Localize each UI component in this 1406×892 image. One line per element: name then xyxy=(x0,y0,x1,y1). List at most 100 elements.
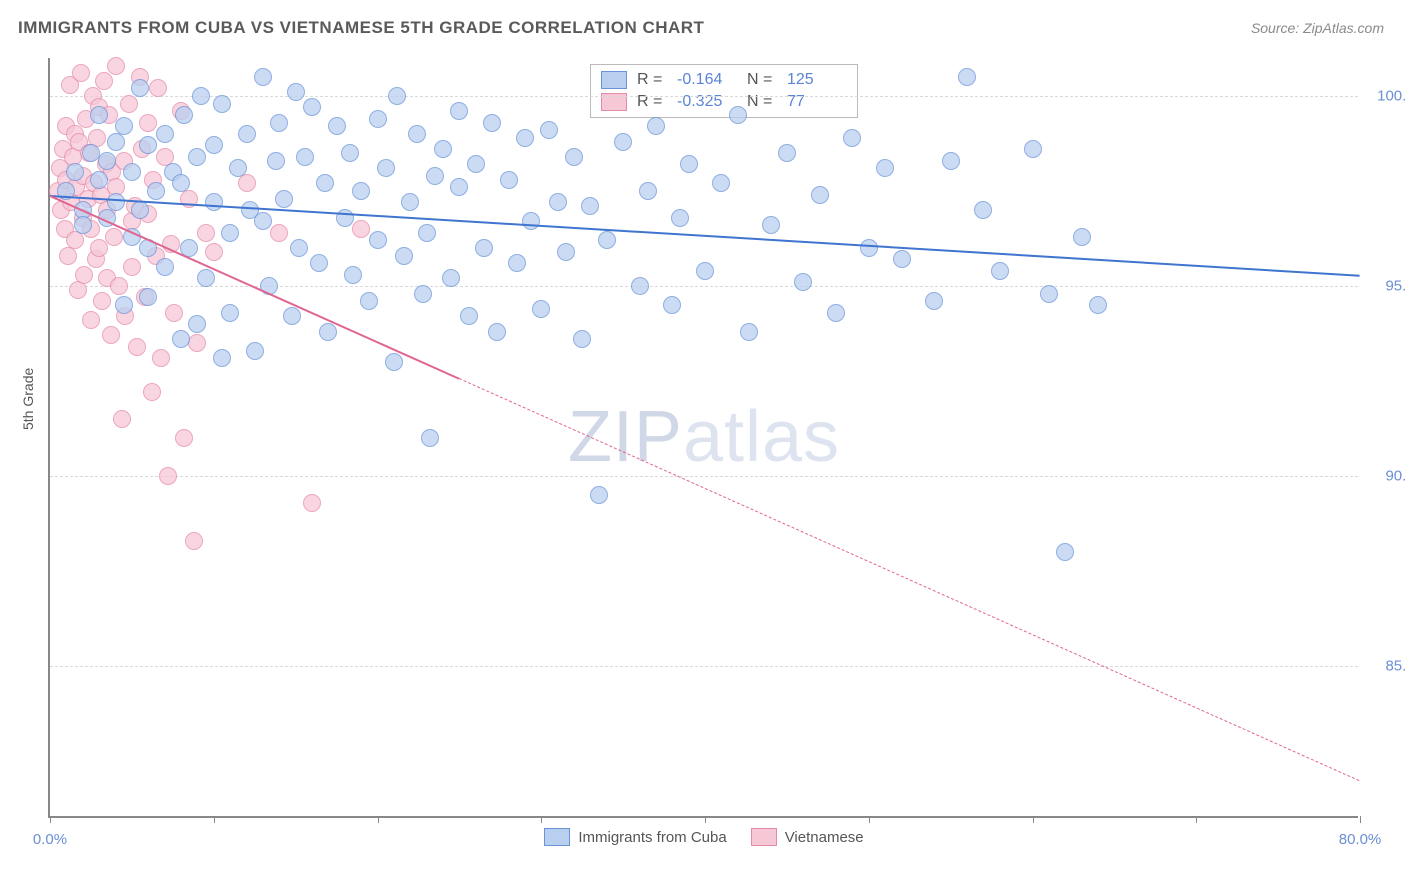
data-point xyxy=(647,117,665,135)
data-point xyxy=(175,429,193,447)
data-point xyxy=(341,144,359,162)
data-point xyxy=(290,239,308,257)
data-point xyxy=(105,228,123,246)
data-point xyxy=(385,353,403,371)
gridline-h xyxy=(50,286,1358,287)
data-point xyxy=(123,258,141,276)
data-point xyxy=(115,296,133,314)
data-point xyxy=(213,349,231,367)
data-point xyxy=(113,410,131,428)
data-point xyxy=(811,186,829,204)
data-point xyxy=(90,106,108,124)
data-point xyxy=(500,171,518,189)
data-point xyxy=(418,224,436,242)
data-point xyxy=(90,171,108,189)
r-label: R = xyxy=(637,71,667,89)
data-point xyxy=(287,83,305,101)
data-point xyxy=(401,193,419,211)
data-point xyxy=(143,383,161,401)
data-point xyxy=(598,231,616,249)
series-legend: Immigrants from Cuba Vietnamese xyxy=(50,828,1358,846)
stats-legend: R = -0.164 N = 125 R = -0.325 N = 77 xyxy=(590,64,858,118)
y-tick-label: 95.0% xyxy=(1385,278,1406,295)
data-point xyxy=(925,292,943,310)
stats-row-cuba: R = -0.164 N = 125 xyxy=(601,69,847,91)
gridline-h xyxy=(50,666,1358,667)
data-point xyxy=(156,125,174,143)
data-point xyxy=(557,243,575,261)
data-point xyxy=(1089,296,1107,314)
y-tick-label: 90.0% xyxy=(1385,468,1406,485)
data-point xyxy=(102,326,120,344)
data-point xyxy=(414,285,432,303)
data-point xyxy=(408,125,426,143)
data-point xyxy=(573,330,591,348)
data-point xyxy=(221,224,239,242)
data-point xyxy=(522,212,540,230)
data-point xyxy=(254,212,272,230)
data-point xyxy=(475,239,493,257)
data-point xyxy=(639,182,657,200)
data-point xyxy=(82,144,100,162)
data-point xyxy=(205,136,223,154)
legend-label-vietnamese: Vietnamese xyxy=(785,829,864,846)
data-point xyxy=(663,296,681,314)
data-point xyxy=(876,159,894,177)
legend-label-cuba: Immigrants from Cuba xyxy=(578,829,726,846)
data-point xyxy=(93,292,111,310)
data-point xyxy=(159,467,177,485)
data-point xyxy=(310,254,328,272)
x-tick-label: 0.0% xyxy=(33,831,67,848)
tick-x xyxy=(705,816,706,823)
data-point xyxy=(843,129,861,147)
data-point xyxy=(275,190,293,208)
r-value-cuba: -0.164 xyxy=(677,71,737,89)
data-point xyxy=(75,266,93,284)
data-point xyxy=(712,174,730,192)
data-point xyxy=(110,277,128,295)
data-point xyxy=(565,148,583,166)
data-point xyxy=(90,239,108,257)
data-point xyxy=(152,349,170,367)
y-tick-label: 100.0% xyxy=(1377,88,1406,105)
gridline-h xyxy=(50,476,1358,477)
data-point xyxy=(254,68,272,86)
data-point xyxy=(740,323,758,341)
data-point xyxy=(488,323,506,341)
data-point xyxy=(794,273,812,291)
tick-x xyxy=(1196,816,1197,823)
data-point xyxy=(974,201,992,219)
data-point xyxy=(72,64,90,82)
y-axis-title: 5th Grade xyxy=(20,368,36,430)
data-point xyxy=(483,114,501,132)
data-point xyxy=(360,292,378,310)
data-point xyxy=(172,174,190,192)
data-point xyxy=(131,79,149,97)
data-point xyxy=(246,342,264,360)
gridline-h xyxy=(50,96,1358,97)
data-point xyxy=(319,323,337,341)
data-point xyxy=(671,209,689,227)
data-point xyxy=(860,239,878,257)
data-point xyxy=(197,224,215,242)
data-point xyxy=(128,338,146,356)
data-point xyxy=(827,304,845,322)
data-point xyxy=(352,220,370,238)
data-point xyxy=(147,182,165,200)
data-point xyxy=(508,254,526,272)
data-point xyxy=(421,429,439,447)
data-point xyxy=(149,79,167,97)
data-point xyxy=(442,269,460,287)
data-point xyxy=(74,216,92,234)
data-point xyxy=(434,140,452,158)
data-point xyxy=(283,307,301,325)
data-point xyxy=(303,98,321,116)
legend-item-cuba: Immigrants from Cuba xyxy=(544,828,726,846)
data-point xyxy=(369,231,387,249)
data-point xyxy=(192,87,210,105)
data-point xyxy=(66,163,84,181)
data-point xyxy=(388,87,406,105)
data-point xyxy=(165,304,183,322)
data-point xyxy=(893,250,911,268)
n-label: N = xyxy=(747,71,777,89)
